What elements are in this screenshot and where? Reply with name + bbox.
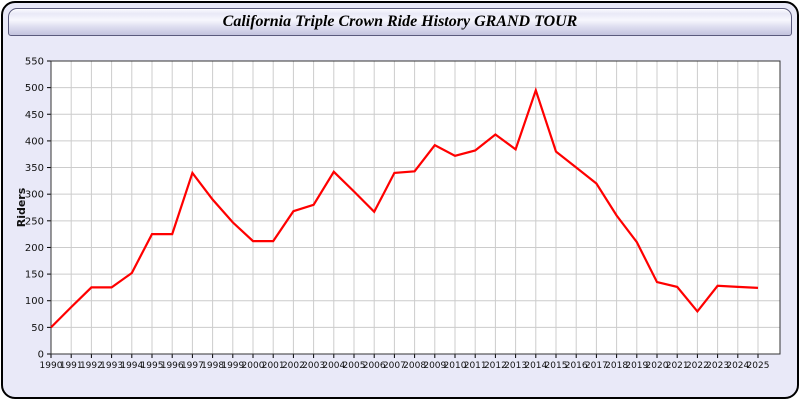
- x-tick-label: 2001: [262, 361, 285, 371]
- x-tick-label: 2008: [403, 361, 426, 371]
- plot-frame: [50, 60, 781, 355]
- x-tick-label: 2002: [282, 361, 305, 371]
- y-tick-label: 50: [31, 323, 44, 334]
- x-tick-label: 2025: [747, 361, 770, 371]
- y-axis-title: Riders: [15, 187, 28, 227]
- x-tick-label: 2020: [646, 361, 669, 371]
- x-tick-label: 2018: [605, 361, 628, 371]
- x-tick-label: 2016: [565, 361, 588, 371]
- x-tick-label: 2024: [726, 361, 749, 371]
- series-line-riders: [50, 86, 759, 329]
- x-tick-label: 2011: [464, 361, 487, 371]
- y-tick-label: 400: [25, 136, 44, 147]
- y-tick-label: 0: [38, 350, 44, 361]
- x-tick-label: 2003: [302, 361, 325, 371]
- x-tick-label: 1994: [120, 361, 143, 371]
- title-bar: California Triple Crown Ride History GRA…: [8, 8, 792, 36]
- x-tick-label: 1991: [60, 361, 83, 371]
- axis-ticks: [47, 60, 759, 358]
- x-tick-label: 2000: [242, 361, 265, 371]
- x-tick-label: 2006: [363, 361, 386, 371]
- y-tick-label: 550: [25, 57, 44, 68]
- x-tick-label: 1995: [141, 361, 164, 371]
- x-tick-label: 1990: [40, 361, 63, 371]
- x-tick-label: 1997: [181, 361, 204, 371]
- x-tick-label: 2010: [444, 361, 467, 371]
- x-tick-label: 2007: [383, 361, 406, 371]
- x-tick-labels: 1990199119921993199419951996199719981999…: [40, 361, 770, 371]
- x-tick-label: 2019: [625, 361, 648, 371]
- y-tick-label: 250: [25, 216, 44, 227]
- x-tick-label: 1998: [201, 361, 224, 371]
- x-tick-label: 2009: [423, 361, 446, 371]
- plot-background: [51, 61, 780, 354]
- x-tick-label: 1992: [80, 361, 103, 371]
- x-tick-label: 2005: [343, 361, 366, 371]
- x-tick-label: 2012: [484, 361, 507, 371]
- page-title: California Triple Crown Ride History GRA…: [222, 13, 578, 30]
- chart-area: 1990 1991 1992 1993 1994 1995 1996 1997 1998 1999…: [3, 3, 797, 397]
- y-tick-label: 100: [25, 296, 44, 307]
- y-tick-label: 350: [25, 163, 44, 174]
- y-tick-label: 200: [25, 243, 44, 254]
- x-tick-label: 2013: [504, 361, 527, 371]
- y-tick-label: 450: [25, 110, 44, 121]
- x-tick-label: 1993: [100, 361, 123, 371]
- gridlines: [51, 61, 780, 354]
- x-tick-label: 2021: [666, 361, 689, 371]
- x-tick-label: 1996: [161, 361, 184, 371]
- x-tick-label: 2023: [706, 361, 729, 371]
- x-tick-label: 2017: [585, 361, 608, 371]
- x-tick-label: 2014: [524, 361, 547, 371]
- y-tick-labels: 0 50 100 150 200 250 300 350 400 450 500 550: [25, 57, 44, 361]
- ride-history-chart: 1990199119921993199419951996199719981999…: [15, 57, 781, 371]
- y-tick-label: 150: [25, 270, 44, 281]
- x-tick-label: 1999: [221, 361, 244, 371]
- y-tick-label: 500: [25, 83, 44, 94]
- x-tick-label: 2015: [545, 361, 568, 371]
- x-tick-label: 2022: [686, 361, 709, 371]
- y-tick-label: 300: [25, 190, 44, 201]
- x-tick-label: 2004: [322, 361, 345, 371]
